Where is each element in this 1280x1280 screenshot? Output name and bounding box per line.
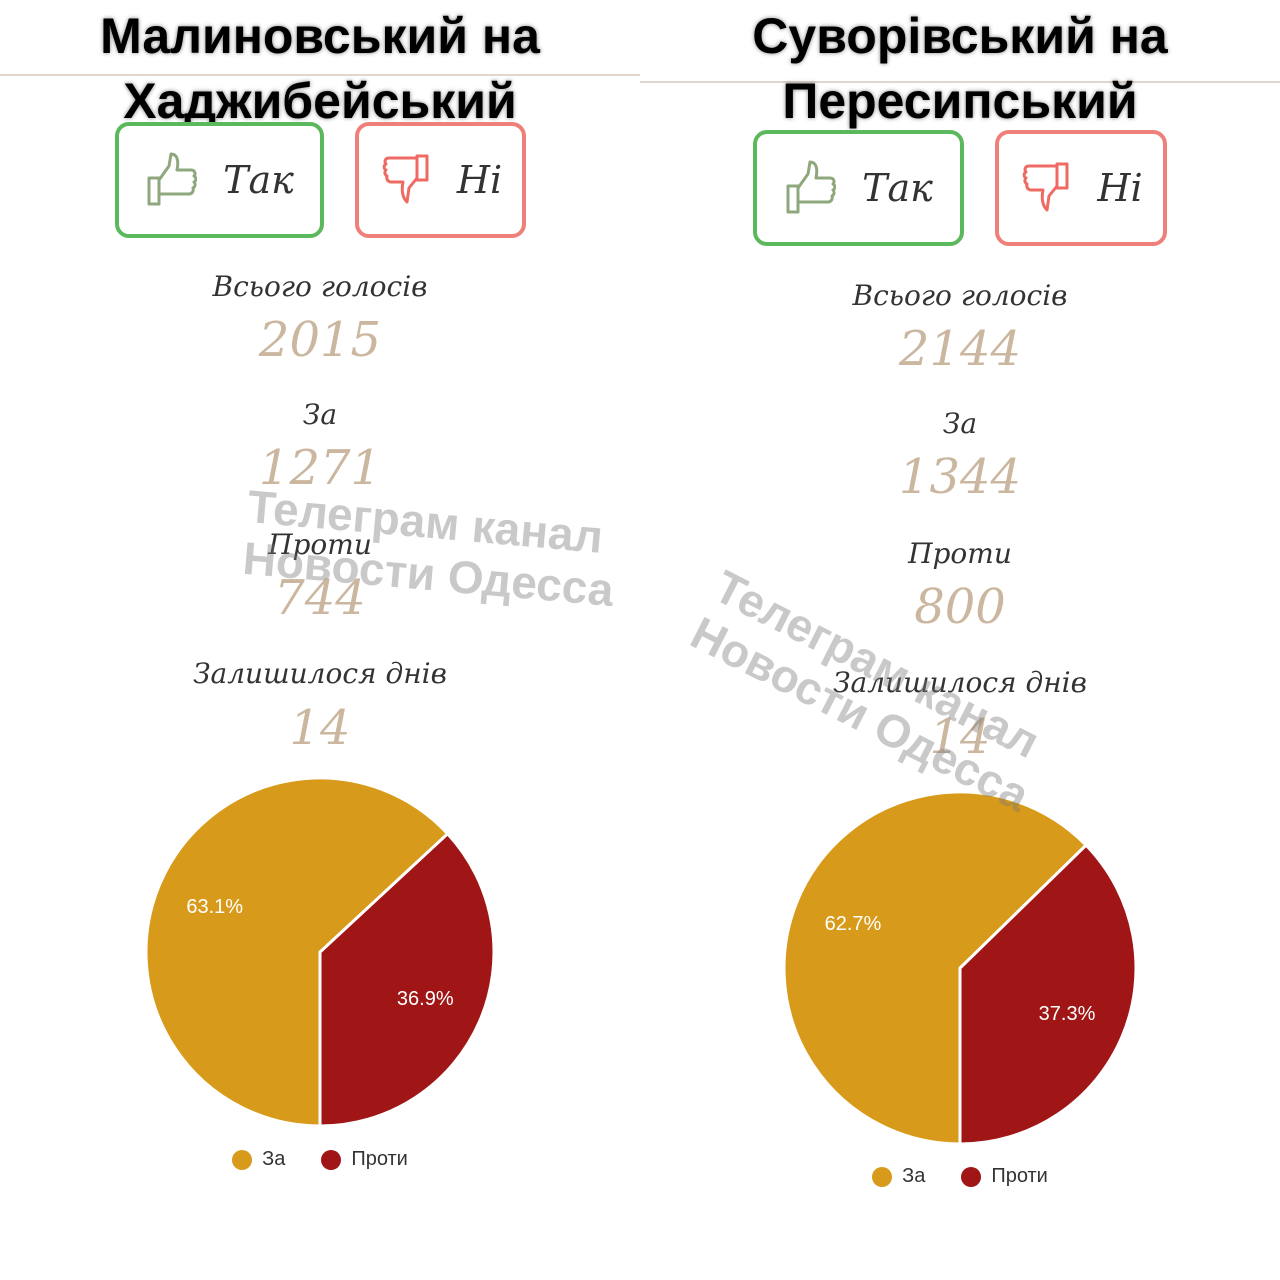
vote-yes-label: Так bbox=[862, 166, 933, 210]
thumbs-up-icon bbox=[786, 160, 837, 214]
days-left-value: 14 bbox=[289, 700, 351, 756]
legend-item-proty: Проти bbox=[961, 1165, 1048, 1188]
legend-item-proty: Проти bbox=[321, 1148, 408, 1171]
chart-legend: За Проти bbox=[640, 1165, 1280, 1188]
title-line-1: Суворівський на bbox=[752, 8, 1168, 64]
za-label: За bbox=[942, 407, 978, 440]
pie-data-label-proty: 36.9% bbox=[397, 988, 454, 1010]
pie-slice-za bbox=[782, 790, 1089, 1146]
vote-no-label: Ні bbox=[1097, 166, 1143, 210]
chart-legend: За Проти bbox=[0, 1148, 640, 1171]
days-left-value: 14 bbox=[929, 709, 991, 765]
total-votes-value: 2144 bbox=[898, 321, 1022, 377]
vote-yes-button[interactable]: Так bbox=[753, 130, 964, 246]
title-line-1: Малиновський на bbox=[100, 8, 540, 64]
legend-label-za: За bbox=[902, 1165, 926, 1187]
legend-label-proty: Проти bbox=[991, 1165, 1048, 1187]
legend-dot-za bbox=[872, 1166, 893, 1187]
proty-value: 744 bbox=[274, 570, 366, 626]
pie-slice-za bbox=[144, 776, 450, 1128]
za-value: 1271 bbox=[258, 440, 382, 496]
divider-line bbox=[0, 74, 640, 76]
legend-item-za: За bbox=[872, 1165, 925, 1188]
pie-chart: 36.9% 63.1% bbox=[144, 776, 496, 1128]
pie-data-label-za: 63.1% bbox=[186, 896, 243, 918]
za-label: За bbox=[302, 398, 338, 431]
pie-data-label-proty: 37.3% bbox=[1039, 1003, 1096, 1025]
legend-dot-proty bbox=[961, 1166, 982, 1187]
poll-panel-suvorivskyi: Суворівський на Пересипський Так Ні Всьо… bbox=[640, 0, 1280, 1280]
vote-no-button[interactable]: Ні bbox=[355, 122, 526, 238]
title-line-2: Пересипський bbox=[782, 73, 1138, 129]
vote-no-button[interactable]: Ні bbox=[995, 130, 1167, 246]
legend-item-za: За bbox=[232, 1148, 285, 1171]
poll-panel-malynovskyi: Малиновський на Хаджибейський Так Ні Всь… bbox=[0, 8, 640, 1171]
pie-chart: 37.3% 62.7% bbox=[782, 790, 1138, 1146]
divider-line bbox=[640, 81, 1280, 83]
title-line-2: Хаджибейський bbox=[123, 73, 517, 129]
legend-dot-proty bbox=[321, 1149, 342, 1170]
legend-dot-za bbox=[232, 1149, 253, 1170]
thumbs-up-icon bbox=[147, 152, 198, 206]
pie-data-label-za: 62.7% bbox=[825, 913, 882, 935]
days-left-label: Залишилося днів bbox=[833, 666, 1087, 699]
thumbs-down-icon bbox=[1022, 162, 1069, 212]
days-left-label: Залишилося днів bbox=[193, 657, 447, 690]
pie-slice-proty bbox=[318, 831, 496, 1128]
vote-yes-button[interactable]: Так bbox=[115, 122, 324, 238]
vote-no-label: Ні bbox=[456, 158, 503, 202]
total-votes-label: Всього голосів bbox=[852, 279, 1068, 312]
proty-label: Проти bbox=[908, 537, 1012, 570]
za-value: 1344 bbox=[898, 449, 1022, 505]
total-votes-label: Всього голосів bbox=[212, 270, 428, 303]
legend-label-za: За bbox=[262, 1148, 286, 1170]
thumbs-down-icon bbox=[382, 154, 429, 204]
total-votes-value: 2015 bbox=[258, 312, 382, 368]
vote-yes-label: Так bbox=[223, 158, 294, 202]
proty-value: 800 bbox=[914, 579, 1006, 635]
pie-slice-proty bbox=[958, 843, 1138, 1146]
legend-label-proty: Проти bbox=[351, 1148, 408, 1170]
proty-label: Проти bbox=[268, 528, 372, 561]
